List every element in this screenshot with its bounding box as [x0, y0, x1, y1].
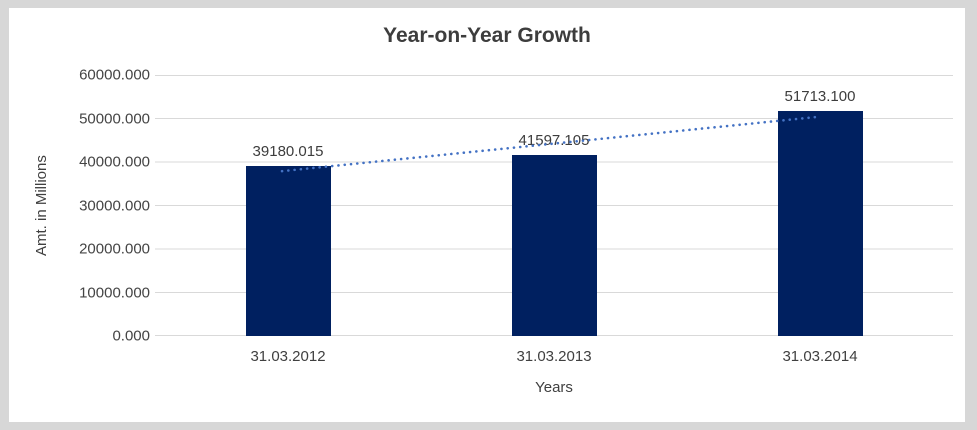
- x-axis-title: Years: [535, 379, 573, 396]
- x-tick-label: 31.03.2012: [250, 348, 326, 365]
- y-tick-label: 40000.000: [79, 153, 150, 171]
- bar-31.03.2014: [777, 111, 863, 336]
- trendline-layer: [280, 115, 822, 173]
- y-tick-label: 0.000: [112, 327, 150, 345]
- bar-31.03.2013: [511, 155, 597, 336]
- chart-title: Year-on-Year Growth: [383, 24, 591, 47]
- y-tick-label: 50000.000: [79, 110, 150, 127]
- y-axis-tick-labels: 0.000 10000.000 20000.000 30000.000 40000.00…: [9, 67, 150, 345]
- x-tick-label: 31.03.2013: [516, 348, 592, 365]
- y-tick-label: 30000.000: [79, 197, 150, 214]
- bar-31.03.2012: [245, 165, 331, 336]
- x-axis-tick-labels: 31.03.2012 31.03.2013 31.03.2014: [155, 348, 953, 368]
- bar-data-label: 39180.015: [252, 142, 324, 160]
- y-tick-label: 20000.000: [79, 240, 150, 258]
- plot-area: 39180.015 41597.105 51713.100: [155, 75, 953, 336]
- y-tick-label: 10000.000: [79, 284, 150, 301]
- trendline: [280, 115, 822, 173]
- chart-canvas: Year-on-Year Growth Amt. in Millions 0.0…: [9, 8, 965, 422]
- y-tick-label: 60000.000: [79, 66, 150, 84]
- bar-data-label: 51713.100: [784, 88, 856, 106]
- x-tick-label: 31.03.2014: [782, 348, 858, 365]
- bar-data-label: 41597.105: [518, 132, 590, 150]
